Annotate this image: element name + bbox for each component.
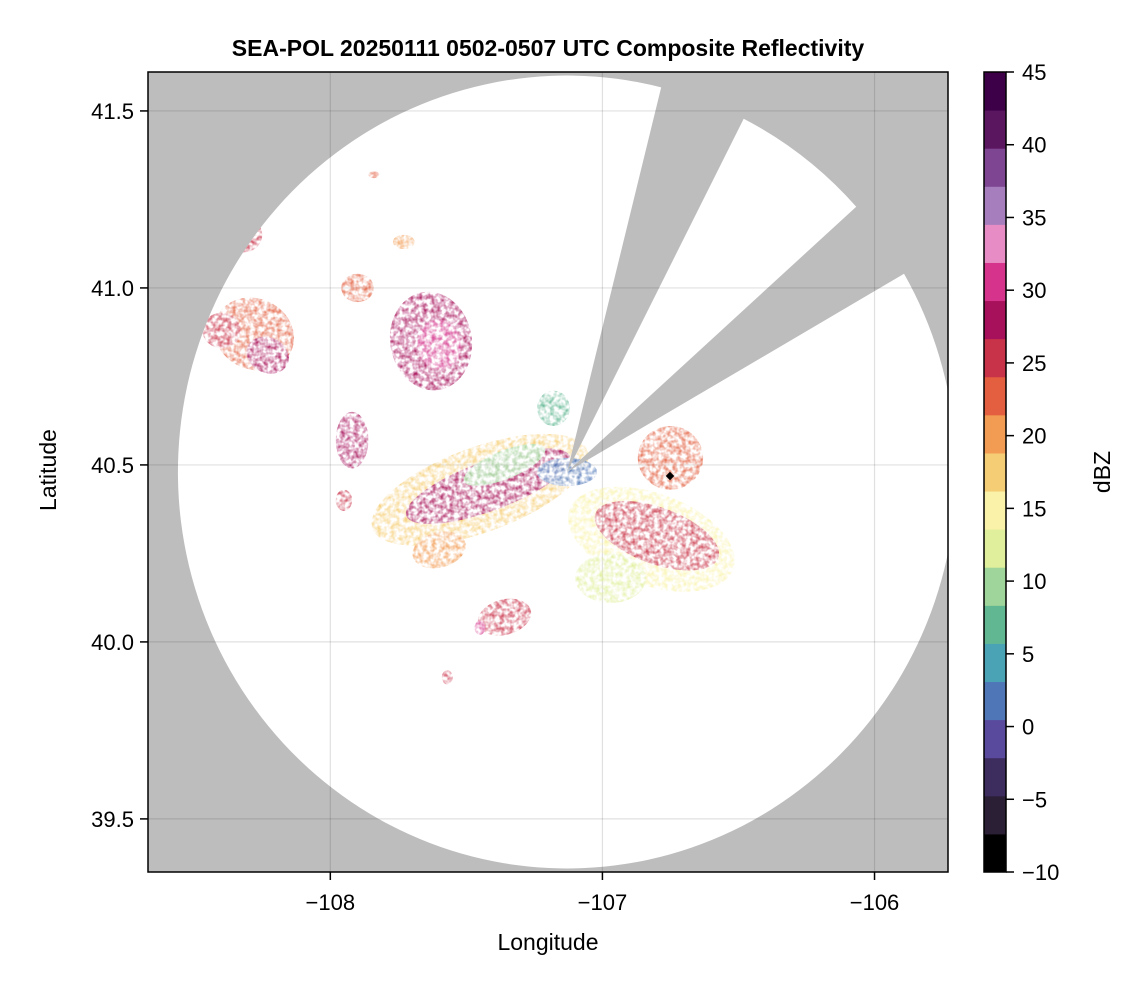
colorbar-segment-19 [984, 110, 1006, 149]
colorbar-segment-15 [984, 262, 1006, 302]
colorbar-tick-label-5: 15 [1022, 496, 1046, 521]
echo-region-17 [474, 620, 486, 635]
echo-region-16 [477, 598, 532, 636]
colorbar-segment-18 [984, 148, 1006, 187]
colorbar-segment-7 [984, 567, 1006, 606]
colorbar-tick-label-4: 10 [1022, 569, 1046, 594]
colorbar-segment-14 [984, 300, 1006, 340]
colorbar-tick-label-1: −5 [1022, 787, 1047, 812]
colorbar-tick-label-8: 30 [1022, 278, 1046, 303]
echo-region-18 [441, 670, 453, 685]
echo-region-14 [202, 312, 241, 349]
echo-region-20 [392, 234, 415, 249]
colorbar-segment-10 [984, 452, 1006, 492]
colorbar-segment-12 [984, 376, 1006, 416]
echo-region-7 [637, 425, 704, 490]
colorbar-ticks: −10 −5 0 5 10 15 20 25 30 35 40 45 [1006, 60, 1059, 885]
echo-region-22 [537, 390, 570, 426]
colorbar-segment-17 [984, 186, 1006, 225]
radar-site-marker [665, 471, 675, 481]
y-tick-label-0: 39.5 [91, 807, 134, 832]
echo-region-12 [246, 336, 289, 374]
colorbar-segment-13 [984, 338, 1006, 378]
echo-region-23 [335, 489, 353, 511]
x-tick-label-0: −108 [306, 890, 356, 915]
y-tick-label-4: 41.5 [91, 99, 134, 124]
radar-marker [665, 471, 675, 481]
colorbar-segment-2 [984, 757, 1006, 797]
x-axis-label: Longitude [497, 929, 598, 955]
y-tick-label-1: 40.0 [91, 630, 134, 655]
colorbar-segment-9 [984, 491, 1006, 530]
chart-title: SEA-POL 20250111 0502-0507 UTC Composite… [232, 35, 865, 61]
colorbar-segment-11 [984, 414, 1006, 454]
echo-region-10 [335, 411, 369, 469]
colorbar-tick-label-6: 20 [1022, 424, 1046, 449]
x-tick-label-1: −107 [578, 890, 628, 915]
echo-field [202, 171, 735, 685]
colorbar-segment-4 [984, 681, 1006, 721]
colorbar-tick-label-3: 5 [1022, 642, 1034, 667]
colorbar-tick-label-0: −10 [1022, 860, 1059, 885]
colorbar-segment-8 [984, 529, 1006, 568]
colorbar-segment-3 [984, 719, 1006, 759]
echo-region-5 [594, 500, 719, 571]
colorbar-segment-6 [984, 605, 1006, 644]
colorbar-tick-label-2: 0 [1022, 715, 1034, 740]
plot-area [148, 72, 948, 872]
plot-frame [147, 71, 949, 873]
echo-region-19 [412, 531, 466, 569]
colorbar-tick-label-11: 45 [1022, 60, 1046, 85]
colorbar-segment-1 [984, 795, 1006, 835]
x-tick-label-2: −106 [850, 890, 900, 915]
colorbar [984, 72, 1006, 873]
colorbar-label: dBZ [1089, 451, 1115, 493]
y-tick-label-3: 41.0 [91, 276, 134, 301]
echo-region-6 [575, 553, 646, 603]
y-axis-label: Latitude [35, 429, 61, 511]
echo-region-21 [368, 171, 380, 179]
colorbar-segment-20 [984, 72, 1006, 111]
colorbar-segment-5 [984, 643, 1006, 683]
colorbar-segment-0 [984, 833, 1006, 873]
echo-region-9 [417, 319, 462, 370]
colorbar-tick-label-7: 25 [1022, 351, 1046, 376]
echo-region-2 [463, 443, 546, 486]
colorbar-tick-label-9: 35 [1022, 205, 1046, 230]
colorbar-tick-label-10: 40 [1022, 133, 1046, 158]
colorbar-frame [983, 71, 1007, 873]
y-axis: 39.5 40.0 40.5 41.0 41.5 [91, 99, 148, 832]
colorbar-segment-16 [984, 224, 1006, 263]
y-tick-label-2: 40.5 [91, 453, 134, 478]
echo-region-15 [341, 273, 374, 303]
x-axis: −108 −107 −106 [306, 872, 900, 915]
echo-region-3 [537, 457, 597, 487]
